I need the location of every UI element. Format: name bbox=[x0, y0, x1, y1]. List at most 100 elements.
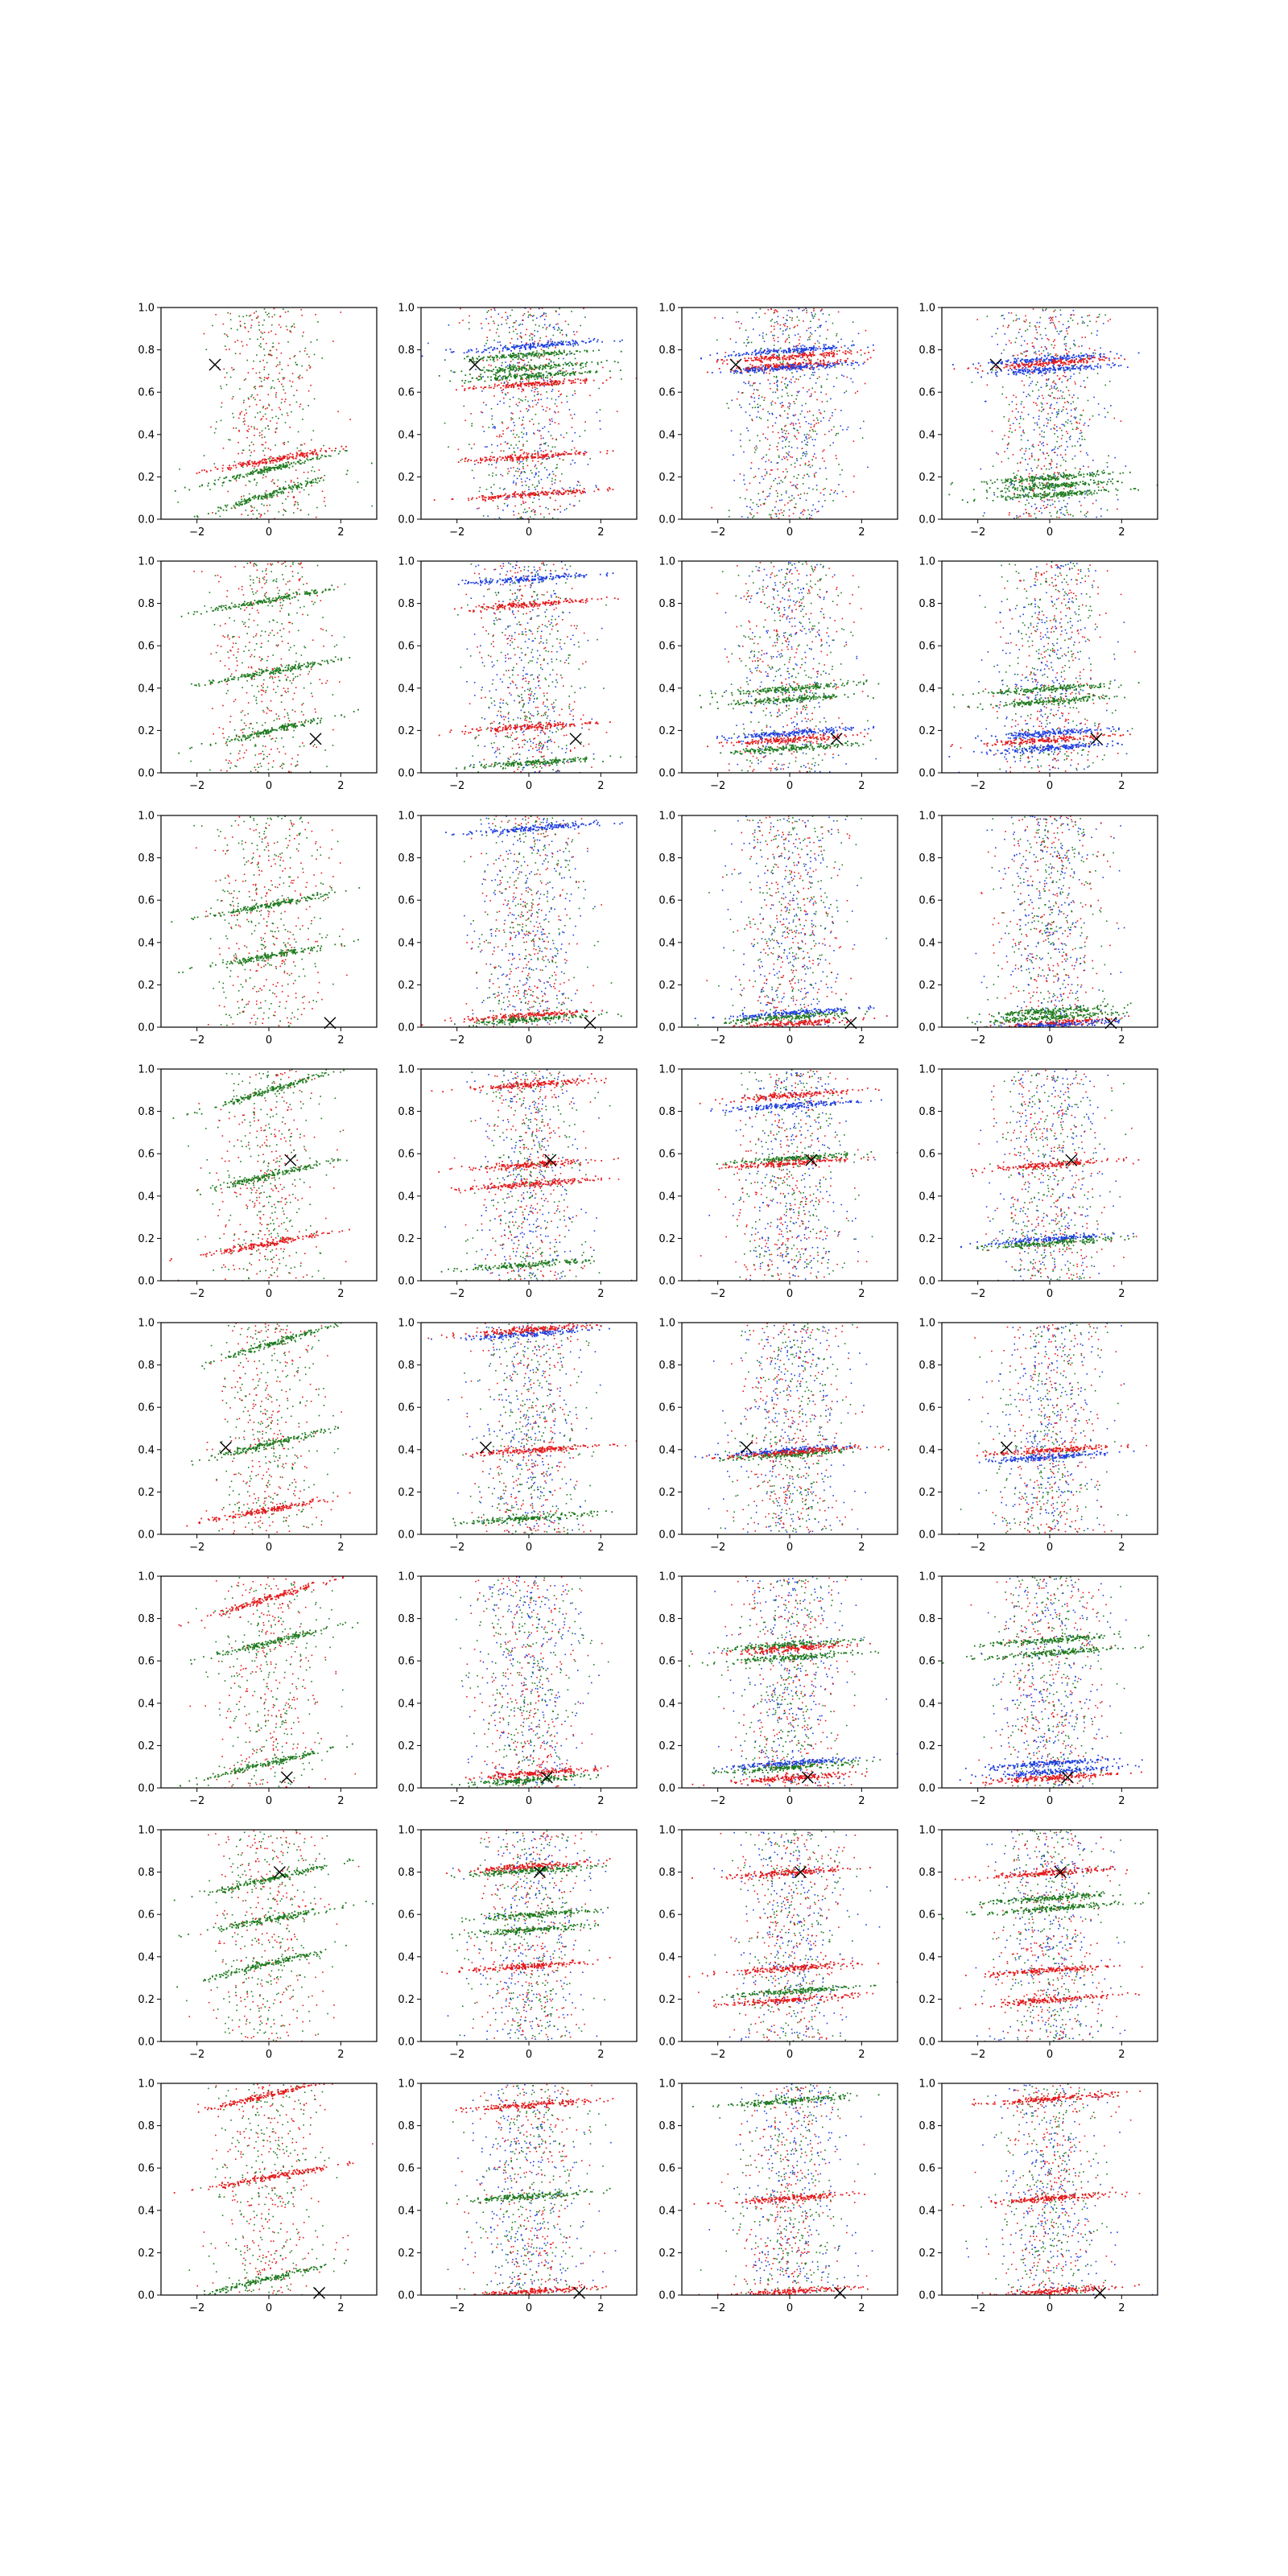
scatter-point-blue bbox=[548, 456, 551, 459]
scatter-point-green bbox=[1067, 491, 1069, 493]
band-point-red bbox=[552, 453, 554, 456]
scatter-point-green bbox=[1067, 378, 1069, 381]
band-point-red bbox=[496, 460, 498, 462]
scatter-point-green bbox=[255, 484, 258, 486]
band-point-blue bbox=[826, 365, 828, 367]
band-point-blue bbox=[828, 366, 831, 369]
band-point-red bbox=[249, 463, 251, 465]
band-point-red bbox=[530, 456, 533, 459]
scatter-point-green bbox=[229, 376, 232, 378]
band-point-blue bbox=[547, 341, 549, 344]
scatter-point-red bbox=[555, 452, 557, 454]
scatter-point-green bbox=[245, 378, 246, 380]
scatter-point-red bbox=[751, 419, 753, 422]
scatter-point-blue bbox=[572, 368, 574, 370]
scatter-point-green bbox=[803, 452, 805, 453]
band-point-green bbox=[250, 471, 252, 473]
scatter-point-blue bbox=[812, 504, 814, 506]
scatter-point-blue bbox=[538, 498, 540, 501]
scatter-point-green bbox=[522, 492, 524, 493]
band-point-red bbox=[256, 462, 258, 464]
scatter-point-green bbox=[267, 458, 270, 460]
band-point-blue bbox=[757, 368, 759, 370]
scatter-point-green bbox=[490, 408, 493, 410]
scatter-point-red bbox=[806, 312, 807, 314]
scatter-point-green bbox=[282, 502, 283, 505]
scatter-point-green bbox=[468, 321, 470, 324]
scatter-point-green bbox=[817, 419, 819, 421]
scatter-point-red bbox=[797, 494, 799, 496]
scatter-point-blue bbox=[801, 441, 803, 443]
band-point-green bbox=[601, 361, 603, 363]
scatter-point-blue bbox=[1025, 448, 1027, 450]
band-point-red bbox=[537, 452, 539, 454]
band-point-red bbox=[485, 459, 488, 461]
band-point-red bbox=[246, 461, 249, 464]
scatter-point-green bbox=[1075, 407, 1077, 409]
band-point-red bbox=[492, 500, 494, 502]
scatter-point-red bbox=[558, 423, 559, 425]
scatter-point-blue bbox=[539, 448, 541, 449]
band-point-green bbox=[535, 353, 536, 356]
scatter-point-green bbox=[488, 474, 490, 476]
band-point-green bbox=[266, 469, 269, 471]
scatter-point-green bbox=[258, 329, 261, 331]
band-point-green bbox=[554, 363, 555, 365]
scatter-point-green bbox=[297, 504, 299, 506]
scatter-point-blue bbox=[758, 506, 759, 507]
scatter-point-blue bbox=[1083, 380, 1085, 382]
scatter-point-red bbox=[266, 407, 268, 409]
band-point-red bbox=[522, 497, 523, 499]
scatter-point-red bbox=[803, 320, 804, 322]
band-point-green bbox=[581, 372, 584, 374]
scatter-point-blue bbox=[1104, 407, 1105, 410]
scatter-point-red bbox=[739, 473, 741, 475]
band-point-red bbox=[273, 460, 275, 461]
scatter-point-green bbox=[992, 465, 994, 467]
scatter-point-green bbox=[266, 314, 268, 316]
scatter-point-red bbox=[501, 436, 502, 437]
scatter-point-red bbox=[260, 385, 262, 387]
band-point-blue bbox=[799, 364, 802, 365]
scatter-point-red bbox=[816, 511, 818, 513]
band-point-red bbox=[760, 364, 762, 366]
band-point-red bbox=[490, 498, 492, 500]
scatter-point-red bbox=[525, 333, 526, 336]
scatter-point-red bbox=[500, 450, 502, 452]
scatter-point-green bbox=[263, 308, 266, 310]
scatter-point-blue bbox=[803, 374, 806, 376]
band-point-red bbox=[609, 486, 610, 489]
band-point-red bbox=[516, 459, 518, 461]
band-point-blue bbox=[829, 365, 832, 367]
band-point-green bbox=[260, 497, 262, 499]
scatter-point-green bbox=[1035, 493, 1038, 495]
scatter-point-blue bbox=[844, 391, 845, 394]
scatter-point-green bbox=[260, 336, 262, 338]
scatter-point-green bbox=[785, 432, 786, 435]
band-point-red bbox=[482, 498, 485, 501]
scatter-point-blue bbox=[800, 351, 803, 353]
scatter-point-red bbox=[784, 504, 786, 506]
band-point-green bbox=[596, 371, 598, 374]
scatter-point-green bbox=[262, 324, 264, 326]
scatter-point-red bbox=[539, 430, 540, 432]
scatter-point-blue bbox=[807, 441, 808, 444]
band-point-red bbox=[776, 365, 778, 368]
scatter-point-green bbox=[254, 426, 255, 428]
scatter-point-blue bbox=[817, 510, 819, 512]
band-point-green bbox=[248, 499, 250, 502]
scatter-point-green bbox=[519, 323, 522, 325]
scatter-point-green bbox=[256, 482, 258, 484]
scatter-point-blue bbox=[810, 394, 812, 397]
scatter-point-blue bbox=[493, 426, 495, 427]
band-point-green bbox=[264, 492, 266, 494]
band-point-blue bbox=[794, 364, 796, 366]
scatter-point-green bbox=[1053, 380, 1055, 382]
scatter-point-green bbox=[516, 461, 518, 463]
scatter-point-green bbox=[278, 511, 280, 513]
band-point-blue bbox=[471, 349, 473, 352]
scatter-point-green bbox=[1001, 386, 1004, 388]
band-point-red bbox=[838, 349, 840, 352]
band-point-green bbox=[291, 462, 292, 464]
band-point-blue bbox=[592, 339, 595, 341]
